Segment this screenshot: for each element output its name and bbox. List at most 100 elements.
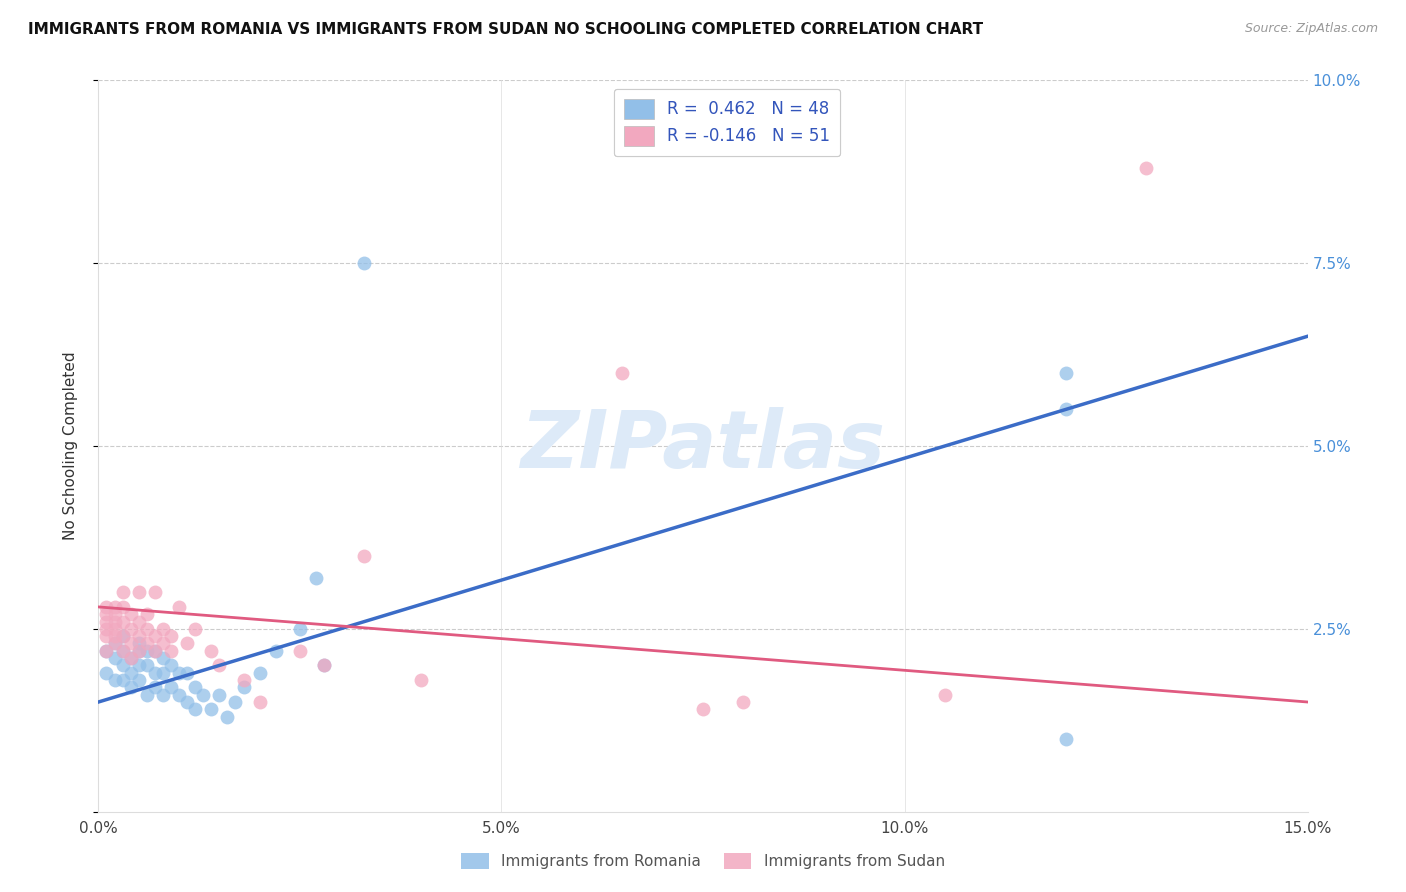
Point (103, 651, 125, 665)
Point (232, 681, 254, 695)
Point (314, 658, 336, 673)
Point (111, 629, 134, 643)
Text: IMMIGRANTS FROM ROMANIA VS IMMIGRANTS FROM SUDAN NO SCHOOLING COMPLETED CORRELAT: IMMIGRANTS FROM ROMANIA VS IMMIGRANTS FR… (28, 22, 983, 37)
Point (111, 673, 134, 687)
Point (103, 636, 125, 650)
Point (934, 688, 956, 702)
Point (249, 665, 271, 680)
Point (692, 702, 714, 716)
Point (208, 688, 231, 702)
Point (152, 622, 174, 636)
Point (111, 599, 134, 614)
Point (152, 636, 174, 650)
Point (409, 673, 432, 687)
Point (184, 681, 207, 695)
Point (193, 688, 215, 702)
Point (184, 622, 207, 636)
Point (288, 644, 311, 658)
Point (128, 673, 150, 687)
Legend: Immigrants from Romania, Immigrants from Sudan: Immigrants from Romania, Immigrants from… (456, 847, 950, 875)
Point (120, 665, 142, 680)
Point (103, 615, 125, 629)
Point (314, 658, 336, 673)
Point (167, 688, 190, 702)
Point (152, 665, 174, 680)
Point (103, 629, 125, 643)
Point (232, 673, 254, 687)
Point (128, 629, 150, 643)
Point (128, 644, 150, 658)
Point (1054, 731, 1077, 746)
Point (96, 644, 118, 658)
Point (96, 599, 118, 614)
Point (103, 673, 125, 687)
Point (120, 636, 142, 650)
Point (353, 549, 375, 563)
Point (224, 695, 246, 709)
Point (733, 695, 755, 709)
Point (135, 644, 157, 658)
Point (111, 585, 134, 599)
Point (128, 615, 150, 629)
Point (96, 665, 118, 680)
Point (96, 644, 118, 658)
Point (143, 585, 166, 599)
Point (176, 695, 198, 709)
Point (135, 636, 157, 650)
Point (176, 665, 198, 680)
Point (135, 688, 157, 702)
Point (111, 629, 134, 643)
Point (353, 256, 375, 270)
Point (1054, 402, 1077, 417)
Point (160, 644, 183, 658)
Point (128, 644, 150, 658)
Point (120, 651, 142, 665)
Point (305, 571, 328, 585)
Point (120, 607, 142, 622)
Point (96, 607, 118, 622)
Point (103, 636, 125, 650)
Point (184, 702, 207, 716)
Point (128, 658, 150, 673)
Point (160, 681, 183, 695)
Point (111, 644, 134, 658)
Point (249, 695, 271, 709)
Point (120, 681, 142, 695)
Point (103, 599, 125, 614)
Point (167, 665, 190, 680)
Point (167, 599, 190, 614)
Point (120, 622, 142, 636)
Point (160, 658, 183, 673)
Point (111, 644, 134, 658)
Point (288, 622, 311, 636)
Point (208, 658, 231, 673)
Point (96, 629, 118, 643)
Point (135, 622, 157, 636)
Point (128, 636, 150, 650)
Point (143, 644, 166, 658)
Point (103, 622, 125, 636)
Point (128, 585, 150, 599)
Point (143, 681, 166, 695)
Point (135, 607, 157, 622)
Point (111, 658, 134, 673)
Point (160, 629, 183, 643)
Y-axis label: No Schooling Completed: No Schooling Completed (63, 351, 77, 541)
Point (135, 658, 157, 673)
Point (612, 366, 634, 380)
Point (264, 644, 287, 658)
Point (152, 651, 174, 665)
Point (96, 622, 118, 636)
Point (1054, 366, 1077, 380)
Point (1135, 161, 1157, 175)
Text: ZIPatlas: ZIPatlas (520, 407, 886, 485)
Point (217, 709, 239, 723)
Point (143, 665, 166, 680)
Point (120, 651, 142, 665)
Text: Source: ZipAtlas.com: Source: ZipAtlas.com (1244, 22, 1378, 36)
Point (200, 644, 222, 658)
Point (96, 615, 118, 629)
Point (152, 688, 174, 702)
Point (143, 629, 166, 643)
Point (111, 615, 134, 629)
